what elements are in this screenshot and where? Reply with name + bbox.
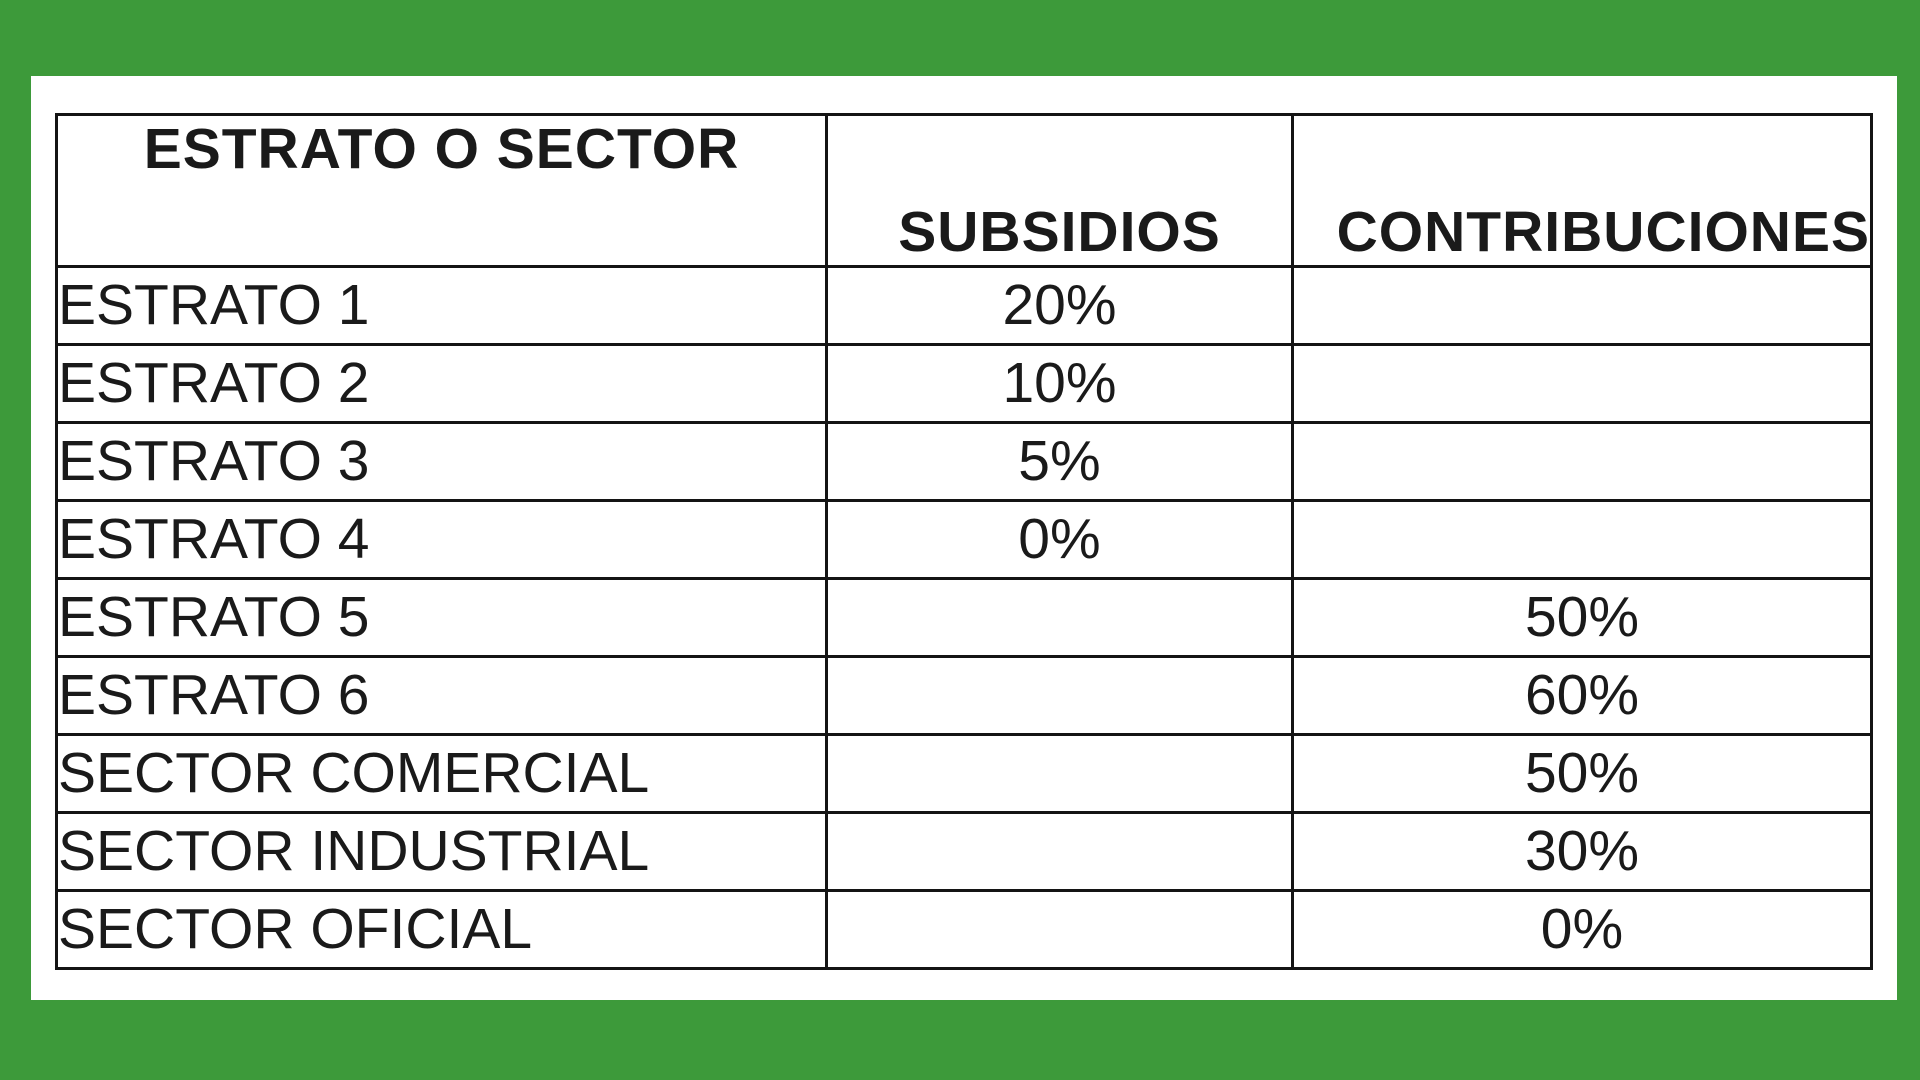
subsidio-value: 0%	[825, 499, 1294, 580]
subsidio-value	[825, 733, 1294, 814]
contribucion-value	[1291, 499, 1873, 580]
row-label: SECTOR COMERCIAL	[55, 733, 828, 814]
row-label: ESTRATO 3	[55, 421, 828, 502]
contribucion-value: 50%	[1291, 733, 1873, 814]
table-row: ESTRATO 6 60%	[55, 655, 1873, 736]
subsidio-value	[825, 811, 1294, 892]
table-panel: ESTRATO O SECTOR SUBSIDIOS CONTRIBUCIONE…	[31, 76, 1897, 1000]
contribucion-value	[1291, 265, 1873, 346]
row-label: SECTOR INDUSTRIAL	[55, 811, 828, 892]
subsidio-value: 20%	[825, 265, 1294, 346]
table-row: ESTRATO 5 50%	[55, 577, 1873, 658]
contribucion-value: 60%	[1291, 655, 1873, 736]
subsidio-value	[825, 889, 1294, 970]
table-row: SECTOR INDUSTRIAL 30%	[55, 811, 1873, 892]
row-label: ESTRATO 5	[55, 577, 828, 658]
contribucion-value	[1291, 343, 1873, 424]
header-sector: ESTRATO O SECTOR	[55, 113, 828, 268]
row-label: ESTRATO 6	[55, 655, 828, 736]
subsidio-value: 5%	[825, 421, 1294, 502]
table-row: ESTRATO 1 20%	[55, 265, 1873, 346]
subsidies-contributions-table: ESTRATO O SECTOR SUBSIDIOS CONTRIBUCIONE…	[55, 113, 1873, 970]
contribucion-value	[1291, 421, 1873, 502]
table-row: ESTRATO 2 10%	[55, 343, 1873, 424]
contribucion-value: 50%	[1291, 577, 1873, 658]
subsidio-value: 10%	[825, 343, 1294, 424]
header-contribuciones: CONTRIBUCIONES	[1291, 113, 1873, 268]
table-row: ESTRATO 3 5%	[55, 421, 1873, 502]
table-row: SECTOR COMERCIAL 50%	[55, 733, 1873, 814]
header-subsidios: SUBSIDIOS	[825, 113, 1294, 268]
contribucion-value: 30%	[1291, 811, 1873, 892]
contribucion-value: 0%	[1291, 889, 1873, 970]
row-label: ESTRATO 1	[55, 265, 828, 346]
row-label: ESTRATO 2	[55, 343, 828, 424]
table-row: SECTOR OFICIAL 0%	[55, 889, 1873, 970]
table-row: ESTRATO 4 0%	[55, 499, 1873, 580]
row-label: SECTOR OFICIAL	[55, 889, 828, 970]
subsidio-value	[825, 577, 1294, 658]
row-label: ESTRATO 4	[55, 499, 828, 580]
subsidio-value	[825, 655, 1294, 736]
table-header-row: ESTRATO O SECTOR SUBSIDIOS CONTRIBUCIONE…	[55, 113, 1873, 268]
